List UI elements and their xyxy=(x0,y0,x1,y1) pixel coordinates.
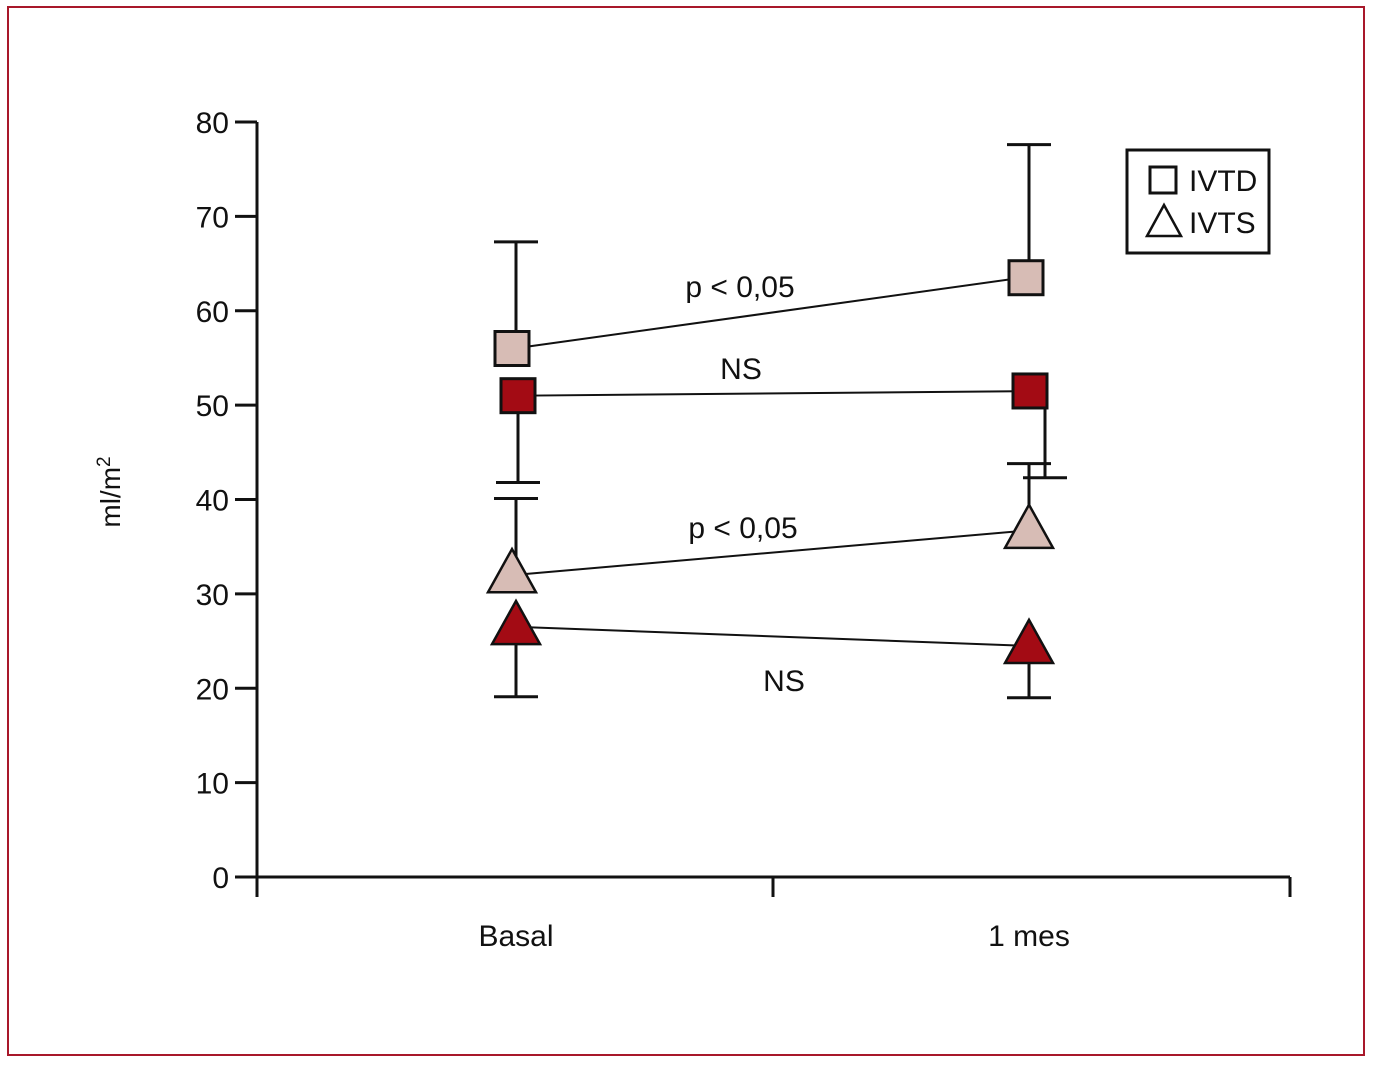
chart-marks xyxy=(485,143,1067,700)
series-line xyxy=(517,625,1026,647)
y-axis-label-superscript: 2 xyxy=(94,456,115,467)
square-marker xyxy=(1007,259,1045,297)
y-tick-label: 70 xyxy=(196,201,229,234)
legend-square-icon xyxy=(1148,165,1178,195)
square-marker xyxy=(493,330,531,367)
square-marker xyxy=(499,377,537,415)
y-axis-label: ml/m2 xyxy=(94,456,126,527)
triangle-marker xyxy=(489,598,543,646)
legend-label: IVTS xyxy=(1189,207,1256,240)
significance-annotation: p < 0,05 xyxy=(685,271,794,304)
significance-annotation: NS xyxy=(763,665,805,698)
y-tick-label: 50 xyxy=(196,390,229,423)
triangle-marker xyxy=(1002,502,1056,550)
y-tick-label: 10 xyxy=(196,768,229,801)
series-line xyxy=(519,389,1043,397)
triangle-marker xyxy=(1002,617,1056,665)
y-tick-label: 20 xyxy=(196,673,229,706)
significance-annotation: NS xyxy=(720,353,762,386)
y-tick-label: 30 xyxy=(196,579,229,612)
significance-annotation: p < 0,05 xyxy=(688,512,797,545)
series-line xyxy=(513,529,1026,576)
x-tick-label: 1 mes xyxy=(988,920,1070,953)
y-tick-label: 40 xyxy=(196,485,229,518)
y-tick-label: 60 xyxy=(196,296,229,329)
series-line xyxy=(513,276,1023,350)
legend-triangle-icon xyxy=(1144,202,1184,238)
legend-label: IVTD xyxy=(1189,165,1257,198)
legend: IVTD IVTS xyxy=(1125,148,1271,255)
x-tick-label: Basal xyxy=(478,920,553,953)
chart-labels: 0 10 20 30 40 50 60 70 80 Basal 1 mes ml/m2 p < 0,05… xyxy=(94,107,1070,953)
y-tick-label: 80 xyxy=(196,107,229,140)
y-axis-label-text: ml/m xyxy=(95,467,126,528)
y-tick-label: 0 xyxy=(212,862,229,895)
axes xyxy=(235,120,1292,897)
square-marker xyxy=(1011,372,1049,410)
triangle-marker xyxy=(485,546,539,594)
